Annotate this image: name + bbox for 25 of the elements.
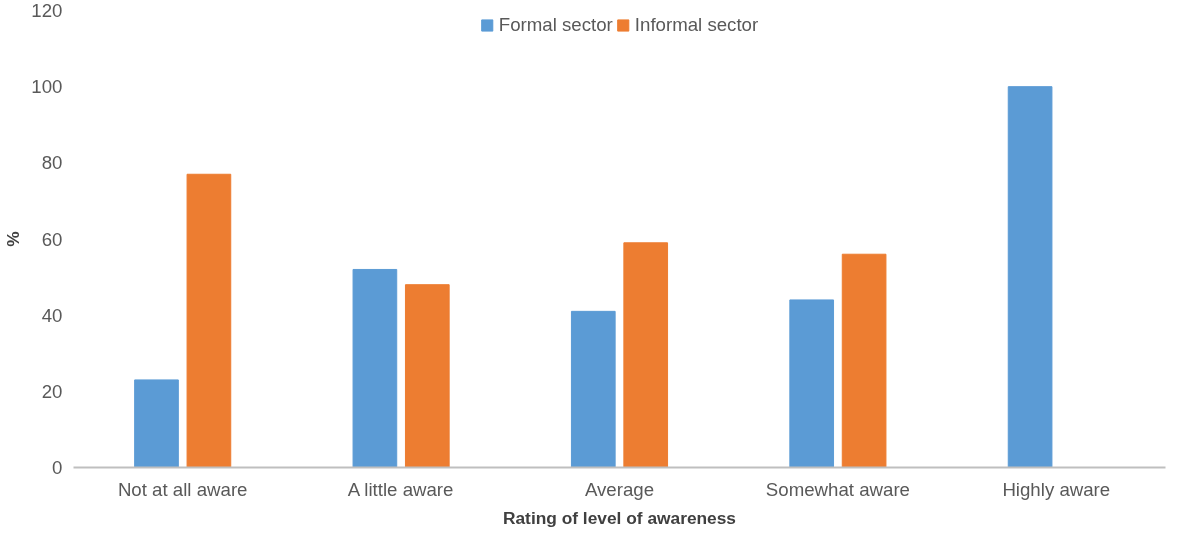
y-tick-label: 40 (41, 304, 63, 326)
bar (352, 268, 398, 468)
bar (789, 299, 835, 468)
x-tick-label: Somewhat aware (765, 478, 910, 500)
y-axis-title: % (3, 231, 24, 247)
y-tick-label: 20 (41, 380, 63, 402)
y-tick-label: 60 (41, 228, 63, 250)
y-tick-label: 0 (52, 457, 63, 478)
bar (623, 242, 669, 468)
legend-label: Informal sector (634, 14, 759, 36)
x-axis-title: Rating of level of awareness (502, 507, 737, 528)
x-tick-label: Not at all aware (117, 478, 248, 500)
y-tick-label: 120 (31, 0, 63, 21)
x-tick-label: Highly aware (1002, 478, 1111, 500)
bar (841, 253, 887, 468)
x-tick-label: Average (584, 478, 655, 500)
bar (570, 310, 616, 468)
bar (134, 379, 179, 468)
y-tick-label: 80 (41, 152, 63, 174)
bar (404, 284, 450, 468)
legend-label: Formal sector (498, 14, 613, 36)
bar (186, 173, 232, 468)
x-tick-label: A little aware (347, 478, 454, 500)
y-tick-label: 100 (31, 76, 63, 98)
bar (1007, 86, 1053, 468)
